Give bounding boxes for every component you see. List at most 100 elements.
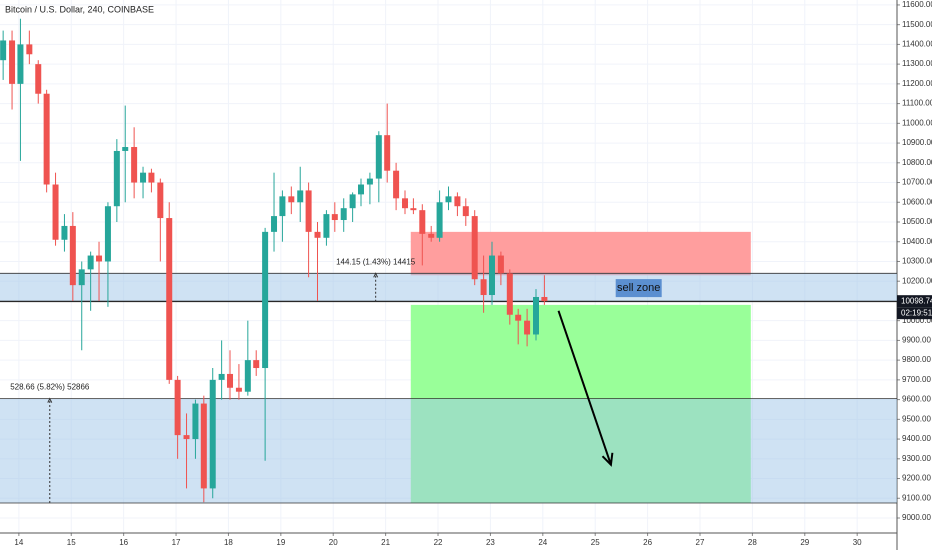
y-tick-label: 10000.00 bbox=[902, 316, 932, 325]
candle-body bbox=[131, 147, 138, 183]
y-tick-label: 10700.00 bbox=[902, 178, 932, 187]
x-tick-label: 29 bbox=[800, 538, 809, 547]
x-tick-label: 16 bbox=[119, 538, 128, 547]
candle-body bbox=[113, 150, 120, 207]
arrow bbox=[557, 310, 612, 466]
y-tick-label: 9600.00 bbox=[902, 395, 931, 404]
candle-body bbox=[200, 403, 207, 489]
y-tick-label: 11500.00 bbox=[902, 20, 932, 29]
candle-body bbox=[288, 196, 295, 203]
x-tick-label: 20 bbox=[329, 538, 338, 547]
candle-body bbox=[183, 435, 190, 440]
band bbox=[0, 273, 897, 302]
y-tick-label: 10300.00 bbox=[902, 257, 932, 266]
chart-title: Bitcoin / U.S. Dollar, 240, COINBASE bbox=[5, 4, 154, 14]
x-tick-label: 28 bbox=[748, 538, 757, 547]
candle-body bbox=[9, 40, 16, 84]
candle-body bbox=[17, 44, 24, 84]
label-box-text: sell zone bbox=[617, 282, 660, 294]
candle-body bbox=[402, 198, 409, 209]
candle-body bbox=[244, 360, 251, 392]
candle-body bbox=[384, 135, 391, 171]
candle-body bbox=[323, 214, 330, 238]
measure-label: 528.66 (5.82%) 52866 bbox=[10, 383, 90, 392]
measure-label: 144.15 (1.43%) 14415 bbox=[336, 257, 416, 266]
candle-body bbox=[96, 255, 103, 262]
candle-body bbox=[174, 379, 181, 436]
y-tick-label: 9000.00 bbox=[902, 513, 931, 522]
candle-body bbox=[140, 172, 147, 183]
y-tick-label: 9900.00 bbox=[902, 336, 931, 345]
candle-body bbox=[358, 184, 365, 195]
y-tick-label: 9500.00 bbox=[902, 414, 931, 423]
candle-body bbox=[349, 194, 356, 209]
x-tick-label: 19 bbox=[276, 538, 285, 547]
candle-body bbox=[462, 206, 469, 217]
y-tick-label: 11000.00 bbox=[902, 118, 932, 127]
x-tick-label: 27 bbox=[696, 538, 705, 547]
measure-arrowhead bbox=[373, 272, 379, 278]
y-tick-label: 10200.00 bbox=[902, 276, 932, 285]
y-tick-label: 9300.00 bbox=[902, 454, 931, 463]
y-tick-label: 11600.00 bbox=[902, 0, 932, 9]
candle-body bbox=[271, 216, 278, 232]
y-tick-label: 11400.00 bbox=[902, 40, 932, 49]
label-box bbox=[615, 279, 662, 298]
candle-body bbox=[428, 233, 435, 238]
x-tick-label: 15 bbox=[67, 538, 76, 547]
candle-body bbox=[262, 231, 269, 369]
arrowhead bbox=[601, 452, 614, 467]
candle-body bbox=[52, 184, 59, 240]
candle-body bbox=[148, 172, 155, 183]
y-tick-label: 11100.00 bbox=[902, 99, 932, 108]
candle-body bbox=[497, 255, 504, 274]
candle-body bbox=[375, 135, 382, 179]
candle-body bbox=[524, 320, 531, 335]
candle-body bbox=[69, 225, 76, 286]
candle-body bbox=[209, 379, 216, 489]
countdown-box bbox=[897, 307, 932, 320]
x-tick-label: 21 bbox=[381, 538, 390, 547]
candle-body bbox=[235, 387, 242, 392]
candle-body bbox=[166, 218, 173, 380]
y-tick-label: 9800.00 bbox=[902, 355, 931, 364]
candle-body bbox=[122, 147, 129, 151]
y-tick-label: 9200.00 bbox=[902, 474, 931, 483]
candle-body bbox=[297, 190, 304, 203]
x-tick-label: 23 bbox=[486, 538, 495, 547]
candle-body bbox=[393, 170, 400, 199]
y-tick-label: 10900.00 bbox=[902, 138, 932, 147]
x-tick-label: 30 bbox=[853, 538, 862, 547]
candle-body bbox=[227, 373, 234, 388]
y-tick-label: 9700.00 bbox=[902, 375, 931, 384]
candle-body bbox=[419, 210, 426, 234]
candle-body bbox=[506, 273, 513, 315]
zone bbox=[410, 231, 751, 276]
candle-body bbox=[0, 40, 7, 61]
x-tick-label: 25 bbox=[591, 538, 600, 547]
x-tick-label: 18 bbox=[224, 538, 233, 547]
candle-body bbox=[305, 190, 312, 232]
candle-body bbox=[445, 196, 452, 203]
candle-body bbox=[78, 269, 85, 286]
x-tick-label: 17 bbox=[172, 538, 181, 547]
y-tick-label: 10500.00 bbox=[902, 217, 932, 226]
candle-body bbox=[454, 196, 461, 207]
candle-body bbox=[279, 196, 286, 217]
x-tick-label: 14 bbox=[14, 538, 23, 547]
last-price-label: 10098.74 bbox=[901, 296, 932, 305]
countdown-label: 02:19:51 bbox=[901, 308, 932, 317]
candle-body bbox=[480, 279, 487, 296]
candle-body bbox=[157, 182, 164, 219]
y-tick-label: 9100.00 bbox=[902, 493, 931, 502]
y-tick-label: 10400.00 bbox=[902, 237, 932, 246]
band bbox=[0, 398, 897, 504]
candle-body bbox=[314, 231, 321, 238]
candle-body bbox=[532, 296, 539, 335]
y-tick-label: 10600.00 bbox=[902, 197, 932, 206]
candle-body bbox=[218, 373, 225, 380]
candle-body bbox=[366, 178, 373, 185]
x-tick-label: 26 bbox=[643, 538, 652, 547]
candle-body bbox=[331, 214, 338, 221]
